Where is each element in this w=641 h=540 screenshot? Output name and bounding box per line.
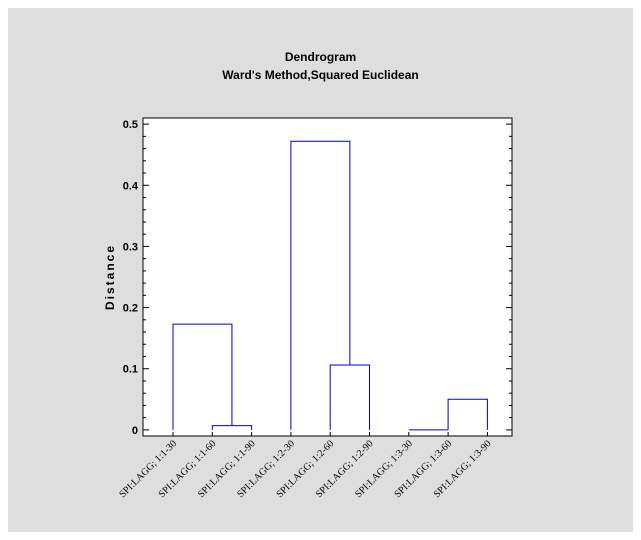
dendrogram-link (447, 398, 488, 430)
dendrogram-link (211, 425, 253, 430)
y-axis: 0 0.1 0.2 0.3 0.4 0.5 (123, 119, 512, 437)
y-tick-label: 0.3 (123, 241, 138, 253)
y-axis-label: Distance (103, 244, 117, 310)
chart-title: Dendrogram (284, 50, 357, 64)
dendrogram-link (329, 364, 370, 430)
dendrogram-link (290, 140, 351, 430)
y-tick-label: 0.1 (123, 364, 138, 376)
plot-area (142, 117, 513, 437)
y-tick-label: 0 (132, 425, 138, 437)
chart-subtitle: Ward's Method,Squared Euclidean (222, 68, 419, 82)
dendrogram-links (172, 140, 488, 431)
y-tick-label: 0.5 (123, 119, 138, 131)
dendrogram-link (172, 323, 233, 430)
y-tick-label: 0.2 (123, 303, 138, 315)
y-tick-label: 0.4 (123, 180, 139, 192)
